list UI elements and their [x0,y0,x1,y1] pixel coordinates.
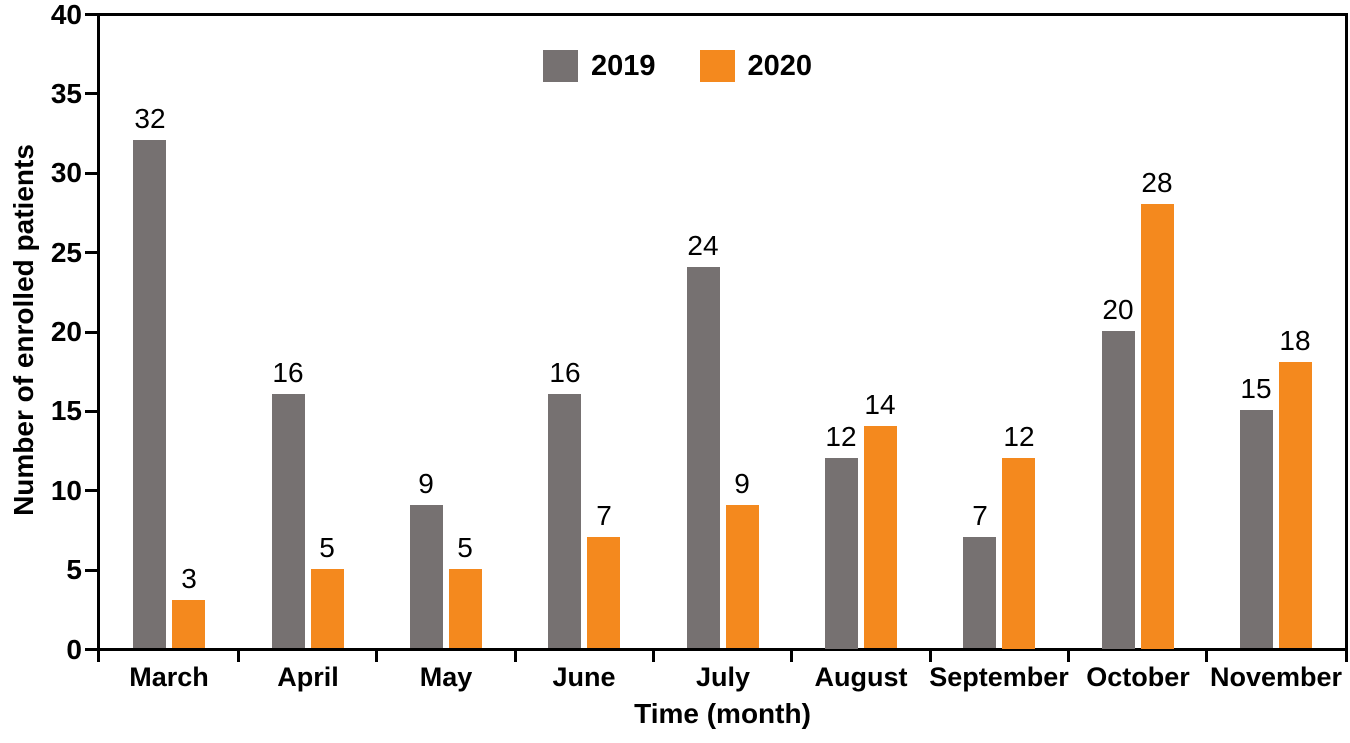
bar-value-label: 9 [734,468,750,499]
y-axis-line [97,13,100,651]
bar-2019 [410,505,443,648]
y-tick-label: 25 [50,237,82,268]
bar-2020 [1002,458,1035,649]
x-axis-line [97,648,1348,651]
y-tick-mark [85,92,97,95]
bar-value-label: 28 [1141,167,1173,198]
bar-value-label: 14 [864,389,896,420]
bar-2019 [825,458,858,649]
y-tick-mark [85,172,97,175]
bar-2020 [1279,362,1312,648]
x-tick-mark [929,651,932,662]
bar-value-label: 12 [825,421,857,452]
bar-2019 [687,267,720,648]
legend-label: 2019 [591,50,656,82]
x-tick-mark [1067,651,1070,662]
legend: 2019 2020 [543,50,812,82]
y-tick-mark [85,331,97,334]
y-tick-mark [85,569,97,572]
x-tick-mark [790,651,793,662]
bar-2020 [449,569,482,648]
x-tick-mark [97,651,100,662]
bar-2020 [726,505,759,648]
bar-value-label: 5 [457,532,473,563]
x-category-label: November [1209,662,1343,692]
bar-value-label: 5 [319,532,335,563]
bar-value-label: 32 [134,103,166,134]
legend-item-2019: 2019 [543,50,656,82]
x-category-label: March [129,662,209,692]
y-tick-mark [85,13,97,16]
legend-item-2020: 2020 [699,50,813,82]
y-tick-label: 20 [50,316,82,347]
x-tick-mark [652,651,655,662]
x-tick-mark [1205,651,1208,662]
bar-value-label: 3 [181,563,197,594]
bar-value-label: 7 [596,500,612,531]
x-category-label: April [277,662,339,692]
bar-2020 [587,537,620,648]
bar-2019 [272,394,305,648]
x-category-label: July [695,662,751,692]
bar-value-label: 7 [972,500,988,531]
y-tick-label: 0 [66,634,82,665]
plot-frame-top [97,13,1348,16]
legend-label: 2020 [747,50,813,82]
y-tick-label: 40 [50,0,82,30]
bar-2020 [1141,204,1174,649]
y-tick-mark [85,648,97,651]
x-tick-mark [1345,651,1348,662]
bar-value-label: 18 [1279,325,1311,356]
legend-swatch-2019 [543,50,578,82]
x-category-label: September [929,662,1069,692]
y-tick-label: 35 [50,78,82,109]
bar-2019 [133,140,166,648]
x-category-label: June [552,662,616,692]
bar-2020 [864,426,897,648]
bar-2019 [1102,331,1135,649]
y-tick-label: 10 [50,475,82,506]
x-tick-mark [237,651,240,662]
x-tick-mark [514,651,517,662]
y-tick-label: 5 [66,554,82,585]
x-category-label: August [814,662,908,692]
bar-value-label: 12 [1003,421,1035,452]
bar-2020 [172,600,205,648]
bar-value-label: 9 [418,468,434,499]
bar-value-label: 15 [1240,373,1272,404]
y-tick-mark [85,489,97,492]
y-tick-mark [85,410,97,413]
plot-frame-right [1345,13,1348,651]
y-tick-label: 30 [50,157,82,188]
y-tick-mark [85,251,97,254]
bar-value-label: 24 [687,230,719,261]
bar-value-label: 16 [549,357,581,388]
bar-2019 [548,394,581,648]
bar-value-label: 16 [272,357,304,388]
bar-2019 [963,537,996,648]
bar-value-label: 20 [1102,294,1134,325]
x-axis-title: Time (month) [634,698,811,729]
x-category-label: October [1086,662,1190,692]
bar-2020 [311,569,344,648]
y-tick-label: 15 [50,395,82,426]
legend-swatch-2020 [699,50,735,82]
bar-2019 [1240,410,1273,648]
x-tick-mark [375,651,378,662]
x-category-label: May [419,662,473,692]
